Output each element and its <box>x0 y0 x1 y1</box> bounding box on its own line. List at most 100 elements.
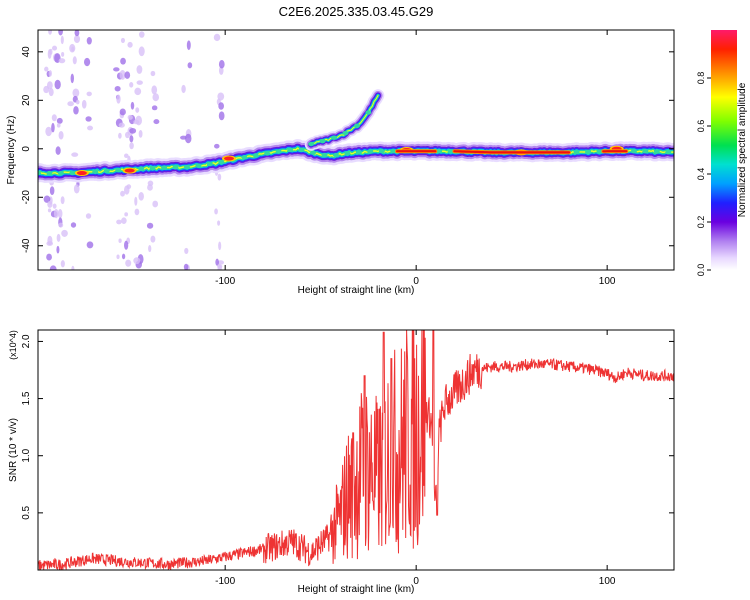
main-trace-bead <box>585 149 592 155</box>
noise-speck <box>56 245 60 254</box>
spectrogram-y-tick-label: -20 <box>21 190 32 205</box>
noise-speck <box>124 240 129 250</box>
noise-speck <box>61 52 65 57</box>
noise-speck <box>120 37 126 44</box>
noise-speck <box>217 264 223 269</box>
noise-speck <box>44 66 49 72</box>
main-trace-bead <box>92 169 99 174</box>
noise-speck <box>73 106 79 115</box>
noise-speck <box>75 99 80 105</box>
noise-speck <box>72 56 77 65</box>
noise-speck <box>114 85 121 92</box>
main-trace-bead <box>321 152 328 158</box>
main-trace-bead <box>252 153 259 158</box>
noise-speck <box>217 92 225 101</box>
main-trace-bead <box>367 149 374 154</box>
noise-speck <box>45 126 52 137</box>
snr-x-ticks: -100 0 100 <box>215 330 616 587</box>
main-trace-bead <box>206 161 213 167</box>
noise-speck <box>71 265 75 270</box>
noise-speck <box>152 93 160 102</box>
upper-branch-bead <box>365 110 372 115</box>
spectrogram-x-tick-label: 100 <box>599 276 616 287</box>
noise-speck <box>138 31 145 38</box>
main-trace-core <box>453 150 571 154</box>
noise-speck <box>130 101 135 110</box>
noise-speck <box>113 67 120 72</box>
main-trace-bead <box>298 147 305 152</box>
noise-speck <box>213 33 221 42</box>
noise-speck <box>85 213 92 219</box>
main-trace-bead <box>69 170 76 176</box>
noise-speck <box>133 257 141 265</box>
noise-speck <box>184 247 189 255</box>
main-trace-bead <box>310 150 317 155</box>
noise-speck <box>129 142 134 150</box>
noise-speck <box>118 132 122 139</box>
noise-speck <box>56 233 61 242</box>
upper-branch-bead <box>353 123 360 128</box>
noise-speck <box>148 245 152 253</box>
spectrogram-hotspots <box>74 145 629 177</box>
noise-speck <box>48 70 52 77</box>
noise-speck <box>87 125 94 131</box>
noise-speck <box>57 208 63 219</box>
snr-y-tick-label: 1.5 <box>21 391 32 405</box>
main-trace-bead <box>38 170 41 176</box>
noise-speck <box>43 195 51 203</box>
snr-x-tick-label: 0 <box>413 576 419 587</box>
noise-speck <box>116 94 121 104</box>
main-trace-bead <box>241 155 248 160</box>
noise-speck <box>136 80 143 85</box>
noise-speck <box>218 241 222 251</box>
noise-speck <box>127 41 133 48</box>
noise-speck <box>48 30 52 35</box>
spectrogram-y-tick-label: -40 <box>21 238 32 253</box>
noise-speck <box>60 196 65 205</box>
noise-speck <box>218 111 225 121</box>
main-trace-bead <box>183 164 190 170</box>
noise-speck <box>86 91 92 97</box>
noise-speck <box>185 133 192 144</box>
noise-speck <box>54 79 61 90</box>
hotspot-core <box>76 171 87 176</box>
noise-speck <box>55 146 61 155</box>
noise-speck <box>133 119 140 125</box>
spectrogram-noise <box>43 30 225 270</box>
noise-speck <box>118 122 125 128</box>
snr-x-tick-label: 100 <box>599 576 616 587</box>
noise-speck <box>58 130 64 140</box>
noise-speck <box>124 153 129 159</box>
noise-speck <box>119 108 126 116</box>
main-trace-bead <box>57 170 64 176</box>
noise-speck <box>120 57 126 65</box>
noise-speck <box>126 184 132 190</box>
main-trace-bead <box>573 149 580 155</box>
noise-speck <box>127 114 133 120</box>
noise-speck <box>58 222 64 228</box>
noise-speck <box>217 173 222 181</box>
noise-speck <box>46 253 52 261</box>
main-trace-bead <box>287 147 294 153</box>
snr-y-tick-label: 1.0 <box>21 448 32 462</box>
colorbar-tick-label: 0.6 <box>696 120 706 133</box>
noise-speck <box>74 30 80 37</box>
noise-speck <box>187 62 193 69</box>
noise-speck <box>129 127 137 134</box>
main-trace-bead <box>138 166 145 171</box>
noise-speck <box>56 117 63 124</box>
noise-speck <box>47 208 52 213</box>
noise-speck <box>138 46 145 57</box>
main-trace-bead <box>596 149 603 154</box>
snr-y-tick-label: 2.0 <box>21 334 32 348</box>
colorbar-label: Normalized spectral amplitude <box>737 82 748 217</box>
noise-speck <box>217 260 225 265</box>
noise-speck <box>86 37 92 45</box>
noise-speck <box>151 85 158 95</box>
noise-speck <box>214 208 218 215</box>
colorbar-tick-label: 0.4 <box>696 168 706 181</box>
noise-speck <box>218 102 225 110</box>
noise-speck <box>147 180 154 187</box>
noise-speck <box>183 263 189 270</box>
